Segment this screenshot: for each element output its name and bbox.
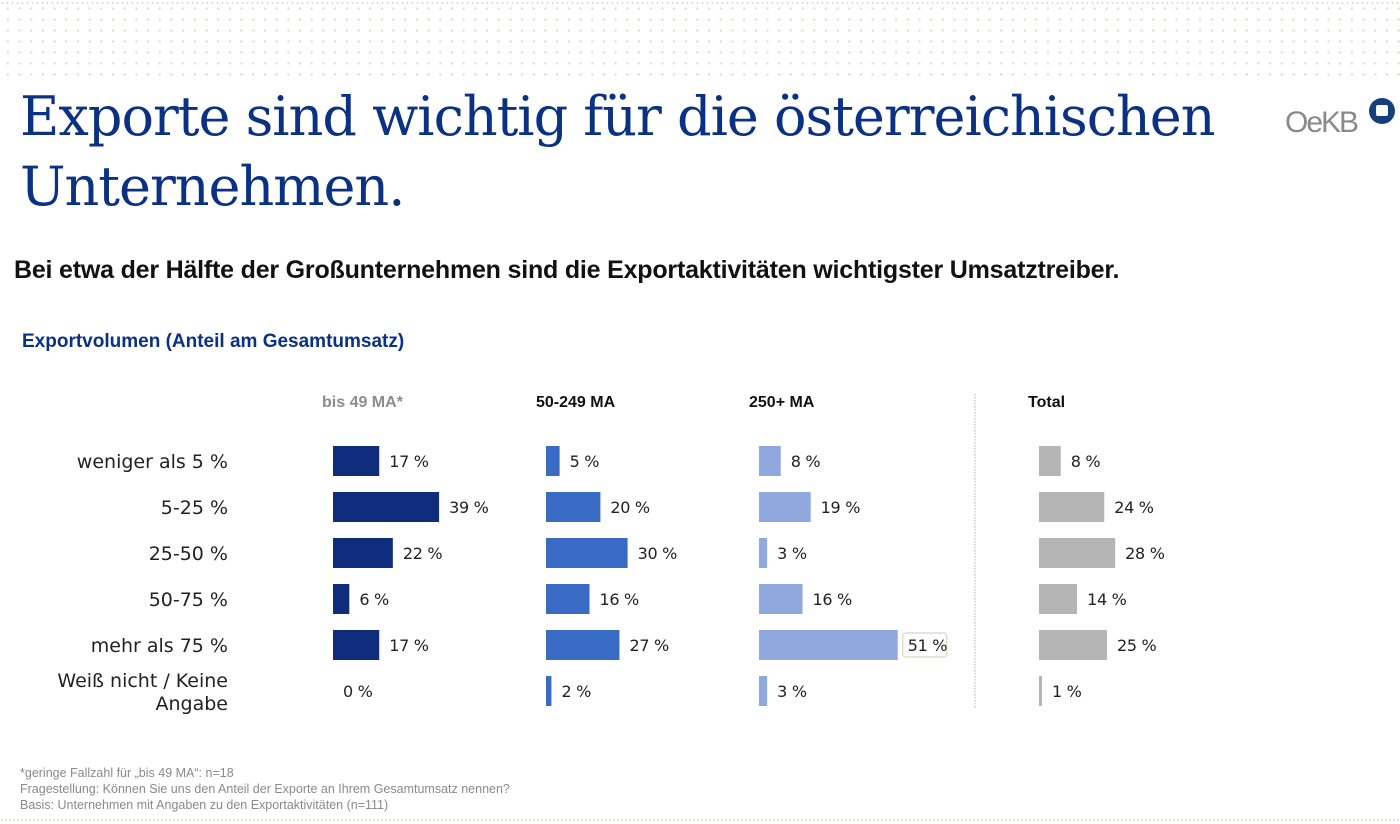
logo-mark-icon <box>1369 98 1395 124</box>
data-label: 6 % <box>359 590 389 609</box>
category-label: 50-75 % <box>149 589 228 611</box>
footnote-basis: Basis: Unternehmen mit Angaben zu den Ex… <box>20 798 389 812</box>
data-label: 1 % <box>1052 682 1082 701</box>
bar <box>546 446 560 476</box>
data-label: 8 % <box>791 452 821 471</box>
data-label: 3 % <box>777 544 807 563</box>
footnotes: *geringe Fallzahl für „bis 49 MA“: n=18 … <box>20 765 510 813</box>
bar <box>759 492 811 522</box>
data-label: 51 % <box>908 636 948 655</box>
bar <box>1039 584 1078 614</box>
decorative-dot-pattern <box>0 0 1400 78</box>
data-label: 2 % <box>561 682 591 701</box>
footnote-sample-note: *geringe Fallzahl für „bis 49 MA“: n=18 <box>20 766 234 780</box>
bar <box>1039 492 1105 522</box>
slide-title: Exporte sind wichtig für die österreichi… <box>20 85 1216 218</box>
logo-text: OeKB <box>1285 106 1359 139</box>
bar <box>759 676 768 706</box>
bar <box>546 538 628 568</box>
category-label: 25-50 % <box>149 543 228 565</box>
data-label: 17 % <box>389 452 429 471</box>
category-label: mehr als 75 % <box>91 635 228 657</box>
bar <box>1039 630 1107 660</box>
category-label: weniger als 5 % <box>77 451 228 473</box>
bar <box>759 584 803 614</box>
data-label: 19 % <box>821 498 861 517</box>
category-label: Weiß nicht / Keine Angabe <box>57 670 228 715</box>
chart-title: Exportvolumen (Anteil am Gesamtumsatz) <box>22 331 405 352</box>
data-label-highlight-box <box>902 632 948 658</box>
bar <box>333 492 440 522</box>
oekb-logo: OeKB <box>1285 98 1395 142</box>
bar <box>759 538 768 568</box>
data-label: 24 % <box>1114 498 1154 517</box>
data-label: 14 % <box>1087 590 1127 609</box>
bar <box>1039 538 1116 568</box>
bar <box>333 584 350 614</box>
series-header: Total <box>1028 394 1065 411</box>
data-label: 16 % <box>600 590 640 609</box>
category-label: 5-25 % <box>161 497 228 519</box>
bar <box>546 492 601 522</box>
data-label: 5 % <box>570 452 600 471</box>
data-label: 8 % <box>1071 452 1101 471</box>
bar <box>333 538 393 568</box>
bar <box>759 446 781 476</box>
slide-subtitle: Bei etwa der Hälfte der Großunternehmen … <box>14 256 1120 284</box>
bar <box>546 630 620 660</box>
data-label: 16 % <box>813 590 853 609</box>
bar <box>1039 446 1061 476</box>
bar <box>333 446 380 476</box>
data-label: 0 % <box>343 682 373 701</box>
data-label: 25 % <box>1117 636 1157 655</box>
series-header: bis 49 MA* <box>322 394 404 411</box>
data-label: 17 % <box>389 636 429 655</box>
series-header: 250+ MA <box>749 394 815 411</box>
data-label: 27 % <box>629 636 669 655</box>
data-label: 22 % <box>403 544 443 563</box>
series-header: 50-249 MA <box>536 394 616 411</box>
bar <box>759 630 898 660</box>
footnote-question: Fragestellung: Können Sie uns den Anteil… <box>20 782 510 796</box>
bar <box>546 584 590 614</box>
bar-chart: weniger als 5 % 5-25 % 25-50 % 50-75 % mehr … <box>57 394 1165 715</box>
bar <box>1039 676 1042 706</box>
data-label: 3 % <box>777 682 807 701</box>
data-label: 39 % <box>449 498 489 517</box>
bar <box>333 630 380 660</box>
bottom-dotted-rule <box>0 818 1400 822</box>
bar <box>546 676 552 706</box>
data-label: 28 % <box>1125 544 1165 563</box>
data-label: 30 % <box>638 544 678 563</box>
data-label: 20 % <box>610 498 650 517</box>
